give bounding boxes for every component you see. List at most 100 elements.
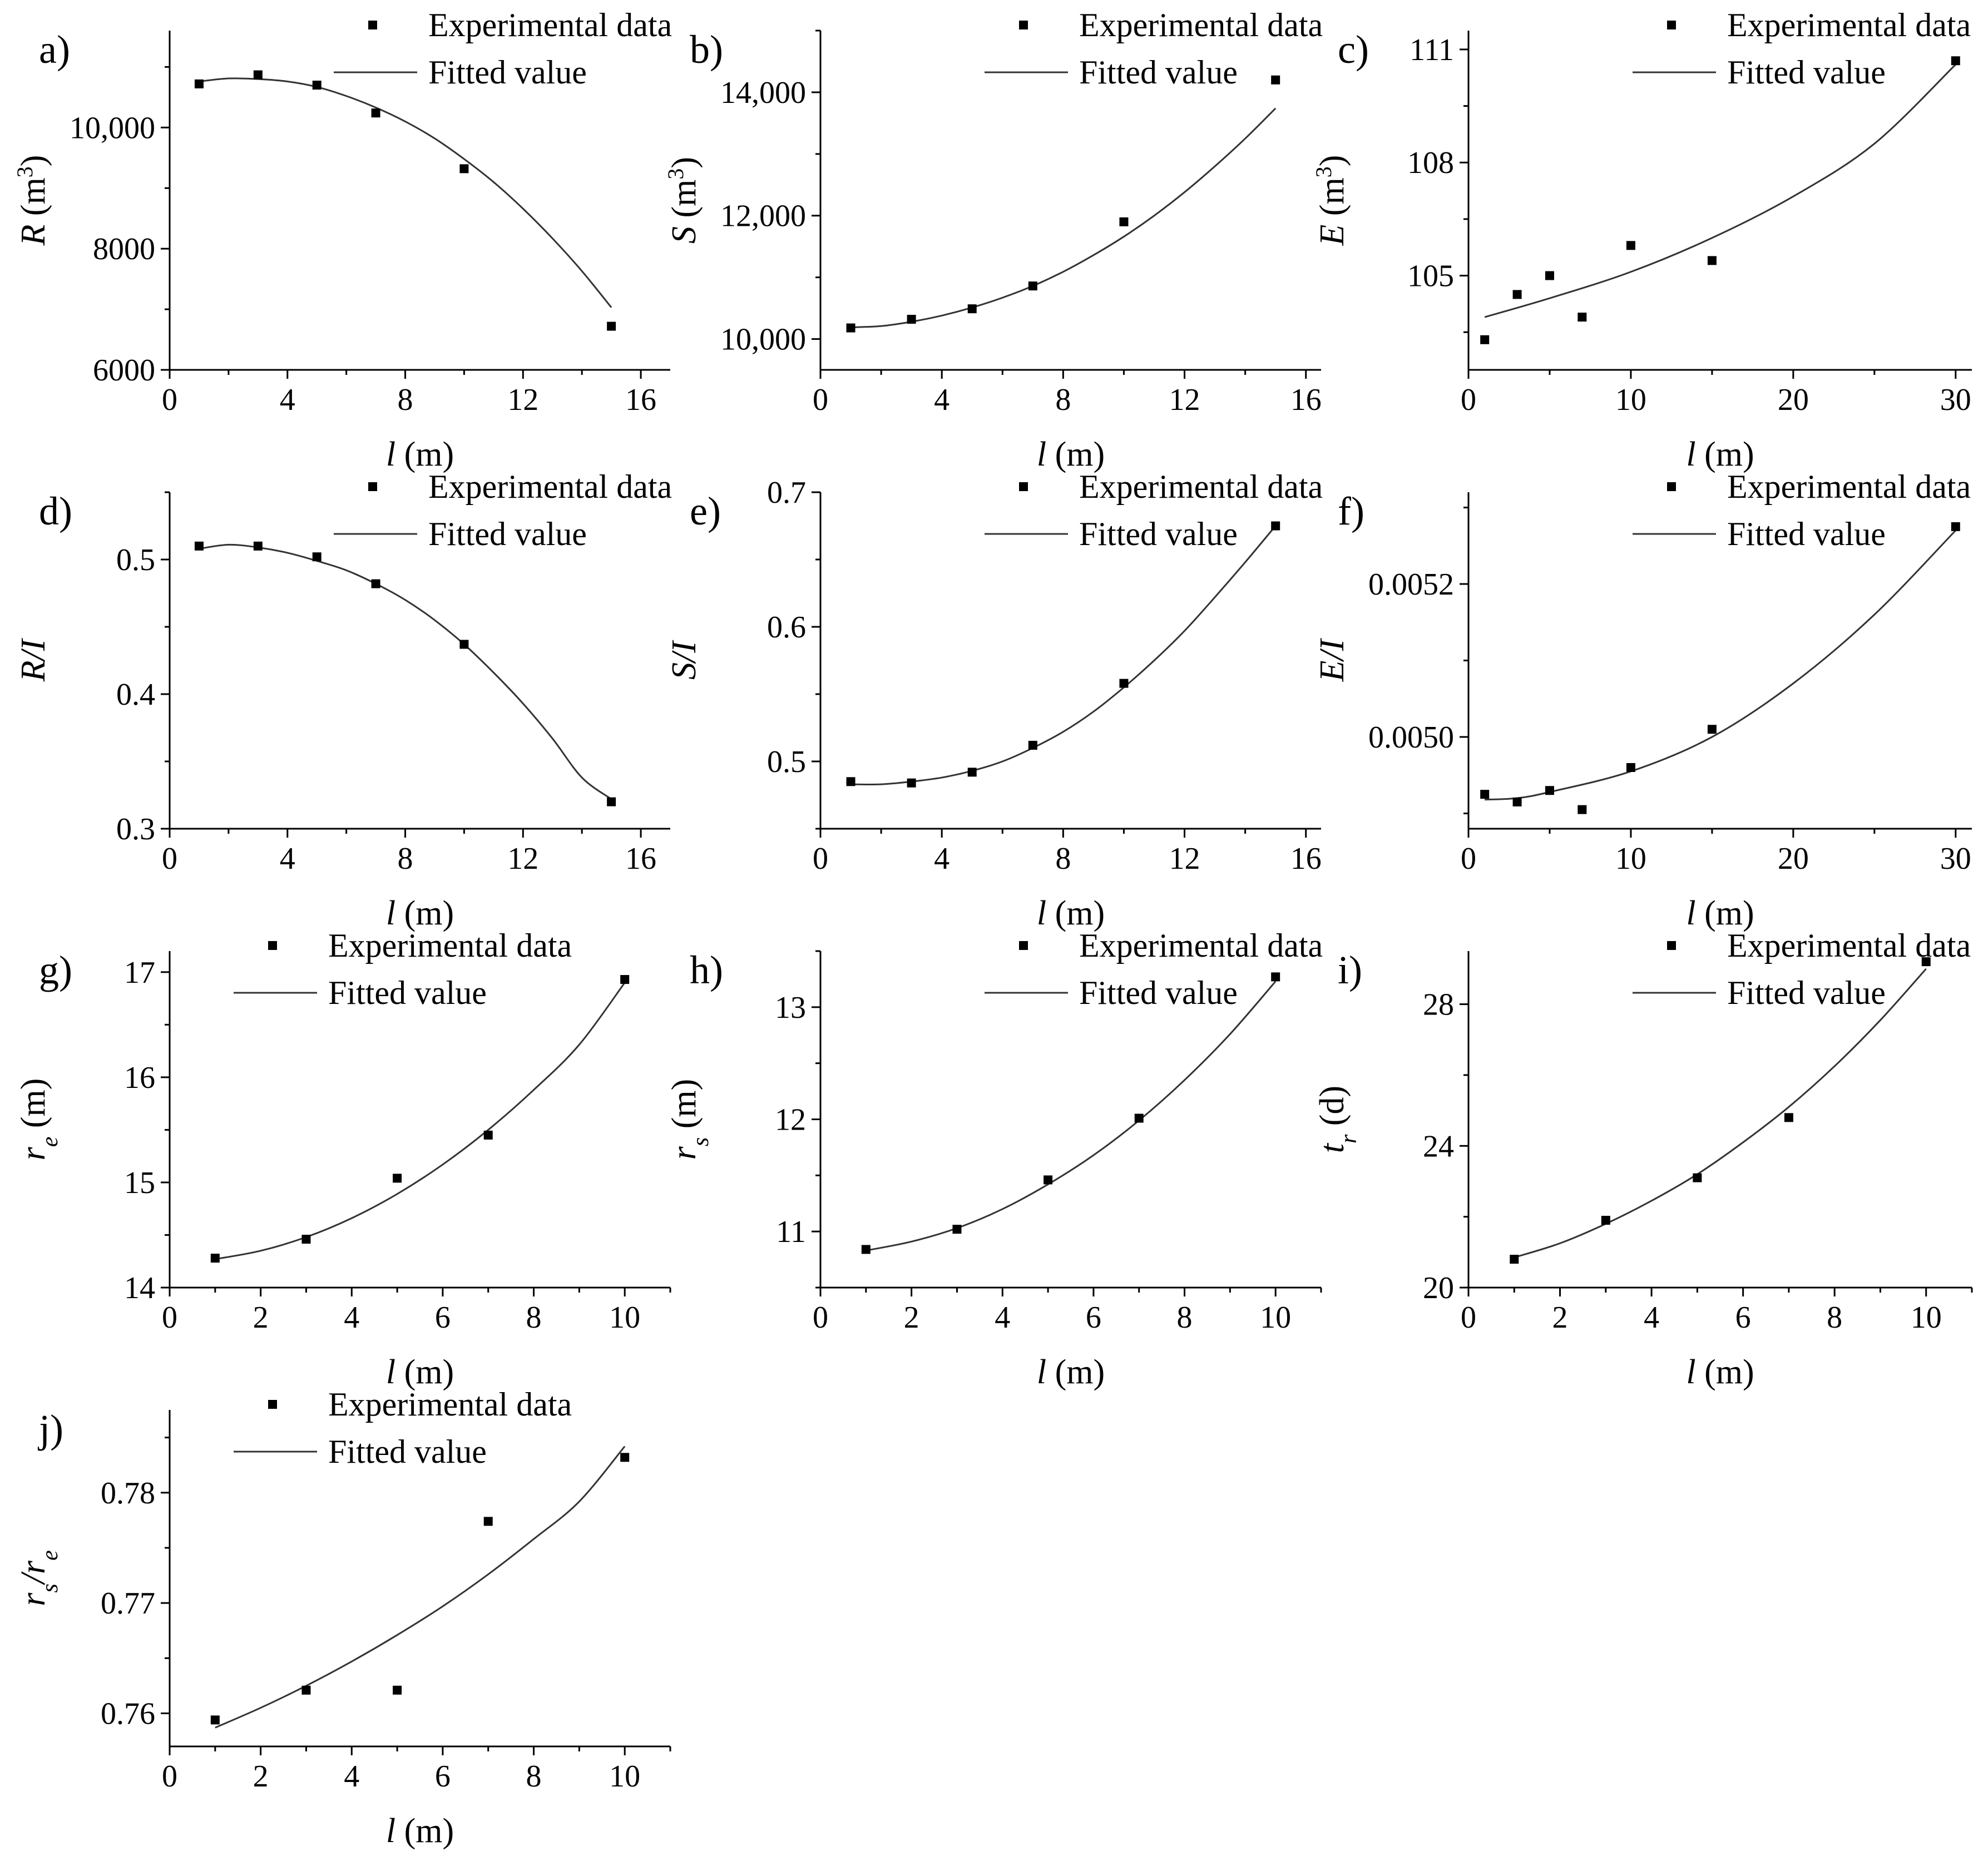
panel-j: 0 2 4 6 8 10 0.76 0.77 0.78 j) Experimental data Fi… [14, 1386, 671, 1850]
y-axis-title-part: (m) [14, 1078, 52, 1137]
legend-experimental-marker [368, 482, 377, 491]
x-tick-label: 8 [1177, 1300, 1193, 1335]
experimental-point [312, 81, 322, 90]
experimental-point [861, 1245, 871, 1254]
y-axis-title: S (m3) [663, 157, 704, 244]
experimental-point [483, 1130, 493, 1140]
x-tick-label: 0 [813, 1300, 828, 1335]
experimental-point [1044, 1175, 1053, 1185]
panel-e: 0 4 8 12 16 0.5 0.6 0.7 e) Experimental data Fitte… [665, 468, 1323, 932]
legend-fitted-label: Fitted value [1079, 516, 1238, 552]
y-axis-title-part: /r [14, 1560, 52, 1585]
panel-d: 0 4 8 12 16 0.3 0.4 0.5 d) Experimental data Fitte… [14, 468, 672, 932]
y-tick-label: 16 [124, 1061, 155, 1095]
experimental-point [846, 323, 855, 333]
fitted-curve [215, 1446, 626, 1729]
x-tick-label: 8 [1055, 383, 1071, 417]
y-tick-label: 0.78 [101, 1476, 155, 1511]
x-tick-label: 2 [904, 1300, 919, 1335]
experimental-point [607, 797, 616, 806]
fitted-curve [850, 107, 1277, 328]
x-tick-label: 8 [398, 383, 413, 417]
experimental-point [194, 79, 204, 88]
experimental-point [1784, 1113, 1793, 1122]
x-tick-label: 10 [1615, 383, 1646, 417]
y-axis-title: S/I [665, 640, 703, 680]
experimental-point [393, 1685, 402, 1695]
y-tick-label: 111 [1410, 33, 1454, 67]
y-tick-label: 0.5 [116, 543, 155, 577]
x-tick-label: 2 [1552, 1300, 1568, 1335]
fitted-curve [866, 981, 1277, 1251]
y-axis-title-part: (m [14, 177, 52, 224]
y-axis-title-part: R/I [14, 637, 52, 682]
experimental-point [1545, 271, 1554, 280]
x-axis-title-var: l [1037, 1353, 1046, 1391]
x-tick-label: 8 [398, 842, 413, 876]
experimental-point [459, 164, 469, 174]
x-tick-label: 0 [162, 383, 177, 417]
experimental-point [1271, 75, 1280, 85]
x-axis-title-unit: (m) [1046, 1353, 1105, 1391]
legend-experimental-marker [1667, 21, 1676, 29]
experimental-point [253, 70, 263, 80]
x-tick-label: 20 [1778, 842, 1809, 876]
x-tick-label: 12 [1169, 842, 1200, 876]
y-axis-title-part: (m [1313, 177, 1351, 224]
legend-experimental-label: Experimental data [1079, 7, 1323, 43]
y-tick-label: 28 [1423, 988, 1454, 1022]
experimental-point [371, 579, 380, 588]
y-axis-title-part: E [1313, 225, 1351, 246]
x-tick-label: 4 [934, 383, 950, 417]
y-axis-title: rs (m) [665, 1079, 714, 1160]
y-axis-title-part: R [14, 225, 52, 246]
experimental-point [620, 1453, 630, 1462]
x-axis-title-unit: (m) [1696, 894, 1754, 932]
legend-experimental-marker [368, 21, 377, 29]
x-tick-label: 10 [609, 1300, 640, 1335]
experimental-point [371, 108, 380, 118]
legend-fitted-label: Fitted value [428, 54, 587, 91]
x-tick-label: 0 [162, 1759, 177, 1794]
experimental-point [210, 1254, 220, 1263]
legend-experimental-label: Experimental data [1079, 468, 1323, 505]
fitted-curve [1484, 63, 1956, 318]
experimental-point [1545, 786, 1554, 795]
panel-c: 0 10 20 30 105 108 111 c) Experimental data Fitte… [1311, 7, 1972, 473]
legend-experimental-marker [1667, 941, 1676, 950]
y-axis-title: E/I [1313, 637, 1351, 682]
experimental-point [393, 1174, 402, 1183]
x-tick-label: 8 [1055, 842, 1071, 876]
legend-experimental-label: Experimental data [328, 1386, 572, 1423]
experimental-point [459, 640, 469, 649]
fitted-curve [850, 525, 1277, 785]
y-axis-title-part: t [1313, 1142, 1351, 1153]
x-tick-label: 6 [1086, 1300, 1101, 1335]
x-tick-label: 0 [813, 383, 828, 417]
x-tick-label: 0 [162, 842, 177, 876]
legend-experimental-marker [1019, 941, 1028, 950]
experimental-point [1921, 957, 1931, 967]
panel-label: i) [1338, 948, 1362, 992]
y-axis-title: E (m3) [1311, 155, 1352, 246]
panel-label: f) [1338, 489, 1364, 533]
experimental-point [1951, 522, 1960, 531]
x-tick-label: 0 [1461, 383, 1476, 417]
experimental-point [1119, 217, 1129, 226]
legend-experimental-label: Experimental data [1727, 927, 1971, 964]
panel-label: b) [690, 27, 723, 72]
experimental-point [1626, 241, 1635, 250]
y-axis-title-part: r [14, 1146, 52, 1160]
experimental-point [1510, 1255, 1519, 1264]
x-axis-title: l (m) [1686, 894, 1754, 932]
x-tick-label: 8 [526, 1759, 542, 1794]
experimental-point [312, 552, 322, 562]
x-tick-label: 0 [813, 842, 828, 876]
y-tick-label: 15 [124, 1166, 155, 1200]
x-axis-title-var: l [1686, 435, 1695, 473]
y-tick-label: 0.0050 [1368, 720, 1454, 755]
x-tick-label: 10 [1260, 1300, 1291, 1335]
fitted-curve [1514, 968, 1927, 1259]
